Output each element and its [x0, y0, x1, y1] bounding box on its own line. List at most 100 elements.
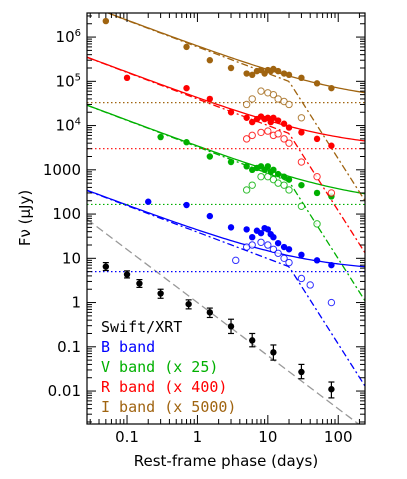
filled-data-point — [249, 118, 256, 126]
filled-data-point — [183, 84, 190, 92]
filled-data-point — [274, 117, 282, 124]
filled-data-point — [328, 261, 335, 269]
filled-data-point — [313, 189, 321, 197]
model-curve-dashdot — [87, 189, 365, 387]
legend-entry: Swift/XRT — [101, 318, 182, 336]
open-data-point — [280, 135, 288, 143]
open-data-point — [257, 172, 265, 181]
filled-data-point — [270, 233, 277, 241]
y-tick-label: 10 — [62, 249, 81, 267]
open-data-point — [280, 254, 288, 263]
open-data-point — [285, 258, 293, 267]
xrt-point — [298, 368, 305, 376]
xrt-point — [249, 337, 256, 344]
filled-data-point — [270, 166, 277, 174]
xrt-point — [157, 290, 164, 297]
x-tick-label: 100 — [324, 428, 353, 446]
filled-data-point — [285, 246, 293, 253]
filled-data-point — [249, 71, 256, 79]
open-data-point — [248, 95, 256, 103]
open-data-point — [269, 90, 278, 99]
open-data-point — [232, 256, 240, 265]
filled-data-point — [264, 226, 272, 233]
open-data-point — [274, 179, 282, 187]
open-data-point — [248, 181, 256, 189]
open-data-point — [280, 181, 288, 189]
filled-data-point — [183, 43, 190, 51]
filled-data-point — [274, 239, 282, 247]
x-tick-label: 10 — [258, 428, 277, 446]
open-data-point — [257, 238, 265, 247]
open-data-point — [327, 189, 336, 197]
filled-data-point — [257, 229, 265, 237]
filled-data-point — [227, 158, 235, 166]
y-tick-label: 0.1 — [57, 338, 81, 356]
model-curve-dashdot — [105, 13, 365, 202]
filled-data-point — [285, 71, 293, 79]
x-axis-title: Rest-frame phase (days) — [134, 452, 318, 470]
legend-entry: R band (x 400) — [101, 378, 227, 396]
y-axis-title: Fν (μJy) — [16, 190, 34, 246]
model-curve-dashed — [87, 218, 360, 424]
open-data-point — [306, 281, 314, 289]
xrt-point — [102, 263, 110, 270]
filled-data-point — [206, 95, 214, 103]
filled-data-point — [145, 198, 152, 205]
open-data-point — [274, 130, 282, 138]
filled-data-point — [285, 124, 293, 131]
filled-data-point — [328, 84, 335, 92]
x-tick-label: 0.1 — [115, 428, 139, 446]
open-data-point — [274, 95, 282, 103]
filled-data-point — [280, 70, 288, 77]
open-data-point — [264, 241, 272, 249]
filled-data-point — [157, 133, 164, 141]
filled-data-point — [274, 170, 282, 178]
y-tick-label: 105 — [56, 72, 81, 90]
filled-data-point — [298, 129, 305, 136]
y-tick-label: 104 — [56, 117, 81, 135]
filled-data-point — [298, 251, 305, 259]
filled-data-point — [243, 163, 250, 170]
open-data-point — [285, 186, 293, 194]
filled-data-point — [313, 135, 321, 143]
filled-data-point — [313, 80, 321, 87]
filled-data-point — [227, 109, 235, 116]
filled-data-point — [313, 257, 321, 264]
open-data-point — [313, 220, 321, 228]
filled-data-point — [280, 243, 288, 251]
open-data-point — [269, 245, 278, 253]
xrt-point — [123, 271, 131, 278]
xrt-point — [185, 300, 192, 308]
model-curve-dashdot — [87, 104, 365, 302]
xrt-point — [328, 386, 335, 393]
legend-entry: B band — [101, 338, 155, 356]
xrt-point — [270, 349, 277, 356]
model-curve-solid — [87, 189, 365, 268]
filled-data-point — [243, 226, 250, 233]
y-tick-label: 1 — [71, 294, 81, 312]
filled-data-point — [227, 64, 235, 72]
legend-entry: V band (x 25) — [101, 358, 218, 376]
filled-data-point — [206, 212, 214, 220]
open-data-point — [257, 87, 265, 95]
filled-data-point — [270, 114, 277, 121]
filled-data-point — [249, 233, 256, 241]
open-data-point — [274, 249, 282, 257]
xrt-point — [227, 323, 235, 330]
filled-data-point — [102, 17, 110, 25]
legend-entry: I band (x 5000) — [101, 398, 236, 416]
filled-data-point — [206, 57, 214, 64]
filled-data-point — [183, 201, 190, 209]
y-tick-label: 0.01 — [48, 382, 81, 400]
model-curve-dashdot — [87, 56, 365, 254]
xrt-point — [206, 309, 214, 316]
filled-data-point — [227, 224, 235, 231]
filled-data-point — [280, 120, 288, 127]
open-data-point — [313, 172, 321, 181]
filled-data-point — [274, 67, 282, 75]
open-data-point — [248, 241, 256, 249]
filled-data-point — [243, 114, 250, 121]
open-data-point — [242, 186, 251, 194]
